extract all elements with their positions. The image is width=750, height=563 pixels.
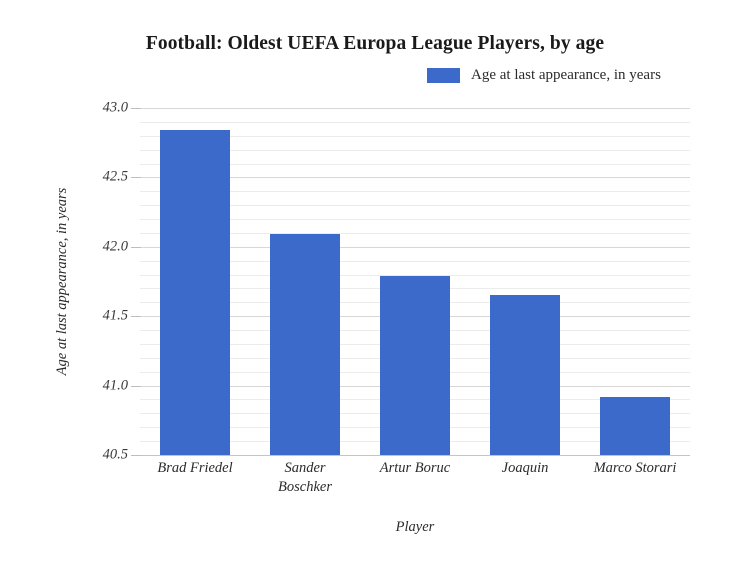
y-tick-mark-41.5 [131,316,141,318]
page-title: Football: Oldest UEFA Europa League Play… [145,33,605,54]
y-tick-label-43.0: 43.0 [102,99,128,116]
bar-4[interactable] [490,295,560,455]
y-axis-title: Age at last appearance, in years [54,187,70,376]
x-tick-label-line1: Joaquin [501,460,549,476]
y-tick-mark-42.0 [131,246,141,248]
gridline-major [140,246,690,248]
gridline-minor [140,135,690,137]
gridline-minor [140,205,690,207]
y-axis-tick-marks [131,108,141,456]
gridline-minor [140,219,690,221]
y-tick-label-42.0: 42.0 [102,238,128,255]
y-tick-label-42.5: 42.5 [102,168,128,185]
chart-legend: Age at last appearance, in years [427,66,661,84]
bar-1[interactable] [160,130,230,455]
y-tick-label-41.5: 41.5 [102,307,128,324]
plot-area [140,108,690,456]
bar-5[interactable] [600,396,670,455]
bar-group [140,108,690,455]
y-tick-mark-41.0 [131,385,141,387]
x-tick-label-3: Artur Boruc [360,459,470,478]
x-tick-label-2: Sander Boschker [250,459,360,497]
bar-2[interactable] [270,234,340,455]
x-tick-label-line1: Sander [284,460,326,476]
y-tick-mark-43.0 [131,108,141,109]
x-tick-label-4: Joaquin [470,459,580,478]
gridline-minor [140,232,690,234]
x-axis-line [140,455,690,456]
y-tick-label-40.5: 40.5 [102,446,128,463]
x-tick-label-line2: Boschker [278,479,332,495]
y-tick-label-41.0: 41.0 [102,377,128,394]
gridline-minor [140,191,690,193]
y-axis-tick-labels: 43.0 42.5 42.0 41.5 41.0 40.5 [70,100,128,463]
bar-3[interactable] [380,275,450,455]
legend-label-age: Age at last appearance, in years [471,66,661,83]
gridline-major [140,177,690,179]
gridline-minor [140,121,690,123]
y-tick-mark-42.5 [131,177,141,179]
x-axis-title: Player [395,519,435,535]
x-tick-label-line1: Artur Boruc [379,460,451,476]
legend-swatch-age [427,67,460,83]
gridline-major [140,108,690,109]
x-axis-tick-labels: Brad Friedel Sander Boschker Artur Boruc Joa… [140,459,690,515]
gridline-minor [140,163,690,165]
gridline-minor [140,260,690,262]
x-tick-label-line1: Marco Storari [593,460,677,476]
x-tick-label-5: Marco Storari [580,459,690,478]
x-tick-label-line1: Brad Friedel [157,460,233,476]
gridline-minor [140,274,690,276]
y-tick-mark-40.5 [131,455,141,456]
gridline-minor [140,149,690,151]
x-tick-label-1: Brad Friedel [140,459,250,478]
